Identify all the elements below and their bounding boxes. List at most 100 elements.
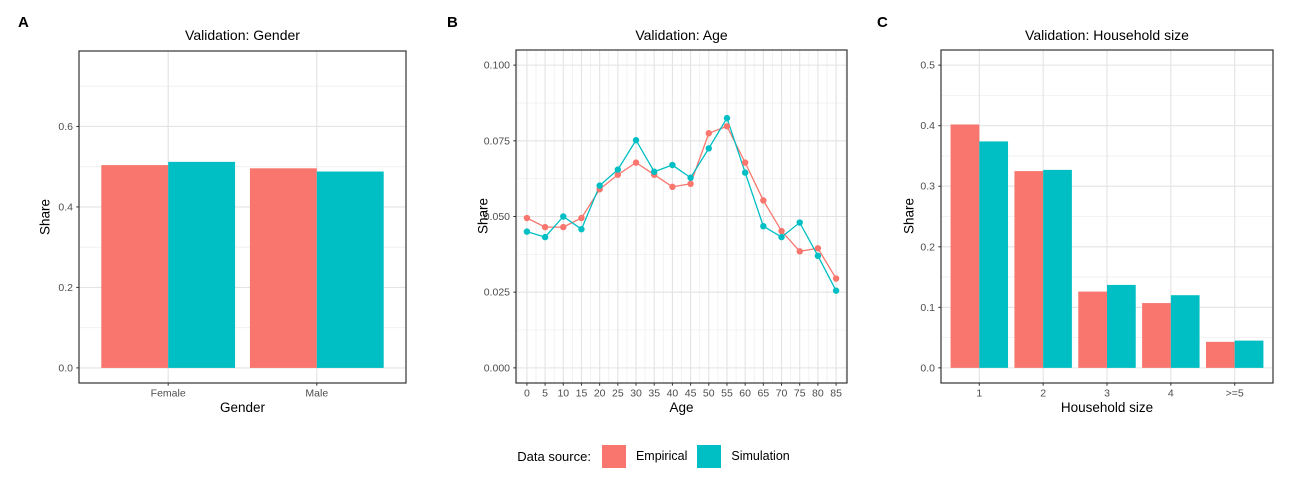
x-tick-label: 1 [976, 388, 982, 400]
point-simulation [669, 161, 676, 169]
legend: Data source: Empirical Simulation [0, 443, 1307, 469]
point-simulation [832, 287, 840, 294]
bar-empirical-a [249, 168, 317, 368]
line-simulation [526, 116, 837, 291]
point-simulation [651, 168, 658, 175]
panel-c-ylabel: Share [901, 197, 917, 235]
x-tick-label: 3 [1104, 388, 1110, 400]
x-tick-label: Male [305, 388, 328, 400]
y-tick-label: 0.025 [484, 287, 510, 299]
panel-b-xlabel: Age [669, 400, 694, 415]
y-tick-label: 0.100 [484, 60, 510, 72]
bar-empirical-c [1142, 303, 1171, 368]
x-tick-label: 15 [576, 388, 588, 400]
point-empirical [560, 223, 567, 231]
panel-c-tag: C [877, 14, 888, 31]
x-tick-label: 45 [685, 388, 697, 400]
panel-a-xlabel: Gender [219, 400, 266, 415]
point-empirical [705, 130, 712, 137]
point-simulation [705, 145, 712, 152]
y-tick-label: 0.3 [920, 181, 935, 193]
x-tick-label: Female [151, 388, 186, 400]
legend-label-empirical: Empirical [635, 449, 688, 463]
x-tick-label: 40 [667, 388, 679, 400]
panel-c-xlabel: Household size [1060, 400, 1154, 415]
legend-title: Data source: [517, 448, 591, 464]
x-tick-label: 65 [757, 388, 769, 400]
x-tick-label: 25 [612, 388, 624, 400]
panel-a-title: Validation: Gender [185, 27, 300, 43]
point-simulation [723, 114, 731, 122]
x-tick-label: 10 [557, 388, 569, 400]
point-simulation [778, 233, 785, 241]
y-tick-label: 0.4 [920, 120, 935, 132]
legend-label-simulation: Simulation [731, 449, 790, 463]
point-simulation [760, 222, 767, 230]
legend-key-empirical: Empirical [601, 444, 688, 468]
point-empirical [614, 171, 622, 178]
y-tick-label: 0.000 [484, 362, 510, 374]
y-tick-label: 0.4 [58, 201, 73, 213]
x-tick-label: 0 [524, 388, 530, 400]
y-tick-label: 0.1 [920, 302, 935, 314]
x-tick-label: 60 [739, 388, 751, 400]
point-simulation [560, 213, 567, 220]
bar-empirical-c [1205, 341, 1235, 368]
point-empirical [760, 197, 767, 204]
bar-simulation-c [979, 141, 1009, 368]
point-empirical [723, 123, 731, 130]
bar-simulation-c [1170, 295, 1200, 368]
point-empirical [796, 248, 803, 255]
point-empirical [814, 245, 822, 252]
point-empirical [578, 214, 585, 222]
x-tick-label: 4 [1168, 388, 1174, 400]
point-simulation [632, 137, 640, 144]
panel-b-title: Validation: Age [635, 27, 728, 43]
panel-a-border [78, 50, 407, 384]
panel-c-title: Validation: Household size [1025, 27, 1189, 43]
x-tick-label: 20 [594, 388, 606, 400]
x-tick-label: >=5 [1226, 388, 1244, 400]
y-tick-label: 0.0 [920, 362, 935, 374]
bar-simulation-c [1043, 169, 1072, 368]
y-tick-label: 0.2 [58, 282, 73, 294]
legend-key-simulation: Simulation [697, 444, 790, 468]
y-tick-label: 0.0 [58, 362, 73, 374]
y-tick-label: 0.050 [484, 211, 510, 223]
bar-simulation-c [1107, 284, 1136, 368]
bar-simulation-c [1234, 340, 1264, 368]
point-empirical [523, 214, 531, 222]
bar-simulation-a [168, 161, 236, 368]
x-tick-label: 85 [830, 388, 842, 400]
bar-simulation-a [316, 171, 384, 368]
x-tick-label: 2 [1040, 388, 1046, 400]
point-simulation [741, 169, 749, 176]
bar-empirical-c [1078, 291, 1107, 368]
panel-b-ylabel: Share [475, 197, 491, 235]
bar-empirical-c [950, 124, 980, 368]
x-tick-label: 80 [812, 388, 824, 400]
bar-empirical-a [101, 165, 169, 368]
point-simulation [541, 233, 549, 241]
point-simulation [814, 252, 822, 260]
x-tick-label: 75 [794, 388, 806, 400]
point-simulation [596, 182, 603, 189]
y-tick-label: 0.075 [484, 135, 510, 147]
point-empirical [541, 223, 549, 231]
x-tick-label: 35 [648, 388, 660, 400]
point-empirical [687, 180, 694, 188]
point-simulation [796, 219, 803, 226]
x-tick-label: 50 [703, 388, 715, 400]
panel-a-tag: A [18, 14, 29, 31]
y-tick-label: 0.6 [58, 121, 73, 133]
point-empirical [778, 227, 785, 235]
point-simulation [614, 166, 622, 173]
point-empirical [832, 275, 840, 282]
point-simulation [687, 174, 694, 181]
point-empirical [632, 159, 640, 166]
y-tick-label: 0.5 [920, 60, 935, 72]
x-tick-label: 5 [542, 388, 548, 400]
point-empirical [669, 183, 676, 191]
point-simulation [578, 226, 585, 233]
